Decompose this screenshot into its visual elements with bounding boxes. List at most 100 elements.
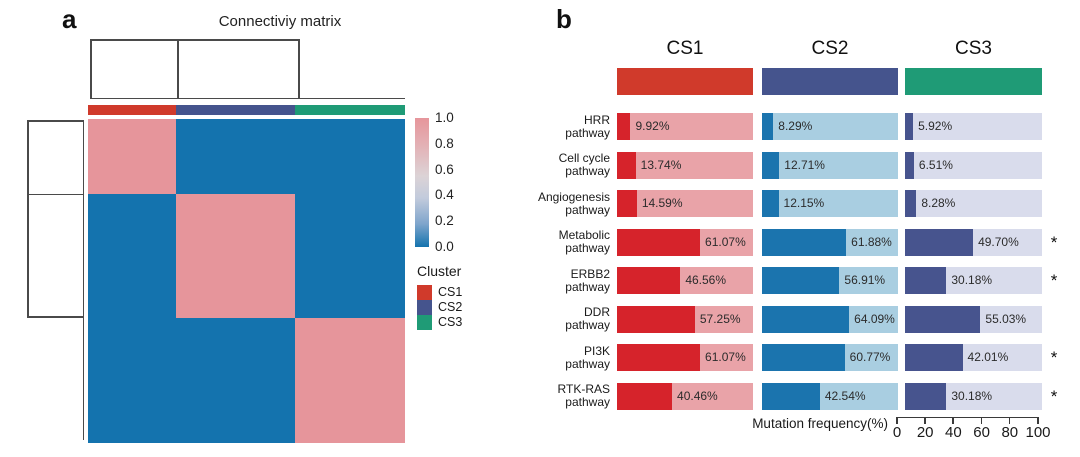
bar-track-cs1: 13.74% xyxy=(617,151,753,179)
bar-track-cs2: 60.77% xyxy=(762,344,898,371)
pathway-row: DDR pathway 57.25% 64.09% 55.03% xyxy=(0,305,1080,333)
percent-label: 60.77% xyxy=(849,350,891,364)
pathway-label: DDR pathway xyxy=(470,306,610,332)
percent-label: 61.07% xyxy=(705,234,746,249)
bar-track-cs2: 12.71% xyxy=(762,151,898,179)
bar-track-cs3: 55.03% xyxy=(905,305,1042,333)
x-axis-tick xyxy=(924,417,926,424)
bar-track-cs3: 30.18% xyxy=(905,267,1042,294)
pathway-row: Cell cycle pathway 13.74% 12.71% 6.51% xyxy=(0,151,1080,179)
colorbar-tick-label: 0.6 xyxy=(435,161,454,177)
bar-fill xyxy=(762,228,847,256)
pathway-label-line: Angiogenesis xyxy=(537,189,610,204)
pathway-label-line: HRR xyxy=(584,112,610,127)
legend-swatch xyxy=(417,300,432,315)
heatmap-cell xyxy=(294,317,405,443)
percent-label: 8.28% xyxy=(921,196,956,210)
annotation-segment-cs2 xyxy=(175,105,295,115)
pathway-label-line: pathway xyxy=(565,279,610,294)
legend-label: CS3 xyxy=(438,315,463,329)
colorbar-tick-label: 0.4 xyxy=(435,187,454,203)
x-axis-tick xyxy=(980,417,983,424)
pathway-row: Metabolic pathway 61.07% 61.88% 49.70% * xyxy=(0,228,1080,256)
bar-track-cs3: 8.28% xyxy=(905,190,1042,217)
bar-track-cs1: 46.56% xyxy=(617,267,753,294)
bar-track-cs1: 40.46% xyxy=(617,382,753,410)
percent-label: 13.74% xyxy=(640,157,682,172)
column-header-label: CS2 xyxy=(811,38,849,59)
dendrogram-line xyxy=(298,39,300,99)
dendrogram-line xyxy=(90,39,299,41)
percent-label: 55.03% xyxy=(985,311,1027,326)
legend-title: Cluster xyxy=(417,263,462,279)
legend-label: CS1 xyxy=(438,285,463,299)
colorbar-tick-label: 0.0 xyxy=(435,238,454,254)
panel-b-letter: b xyxy=(556,4,572,34)
colorbar-tick-label: 0.2 xyxy=(435,213,454,229)
percent-label: 56.91% xyxy=(844,273,886,287)
cluster-annotation-bar xyxy=(88,105,405,115)
bar-fill xyxy=(617,305,695,333)
colorbar-tick-label: 1.0 xyxy=(435,110,454,125)
legend-swatch xyxy=(417,285,432,300)
x-axis-tick-label: 80 xyxy=(1001,424,1019,441)
bar-track-cs3: 42.01% xyxy=(905,344,1042,371)
significance-asterisk: * xyxy=(1050,386,1058,406)
bar-fill xyxy=(617,151,636,179)
bar-fill xyxy=(905,382,947,410)
colorbar-gradient xyxy=(415,118,429,247)
percent-label: 42.01% xyxy=(967,350,1009,364)
bar-track-cs2: 42.54% xyxy=(762,382,898,410)
dendrogram-line xyxy=(82,120,84,440)
bar-fill xyxy=(905,190,917,217)
heatmap-cell xyxy=(88,194,176,318)
bar-fill xyxy=(905,151,914,179)
bar-fill xyxy=(762,344,845,371)
colorbar-tick-labels: 1.0 0.8 0.6 0.4 0.2 0.0 xyxy=(435,110,454,254)
dendrogram-line xyxy=(90,39,92,99)
bar-fill xyxy=(617,190,637,217)
percent-label: 49.70% xyxy=(978,234,1019,249)
column-header-bar xyxy=(617,68,753,95)
pathway-label-line: ERBB2 xyxy=(570,266,610,281)
percent-label: 8.29% xyxy=(778,119,813,133)
significance-asterisk: * xyxy=(1050,232,1058,252)
x-axis-tick-label: 20 xyxy=(916,424,934,441)
legend-item: CS1 xyxy=(417,285,462,300)
x-axis-tick-label: 100 xyxy=(1025,424,1051,441)
dendrogram-line xyxy=(27,316,83,318)
pathway-label-line: pathway xyxy=(565,241,610,255)
percent-label: 6.51% xyxy=(918,157,953,172)
legend-items: CS1 CS2 CS3 xyxy=(417,285,462,330)
heatmap-cell xyxy=(88,119,176,194)
x-axis-title: Mutation frequency(%) xyxy=(752,416,888,431)
legend-item: CS2 xyxy=(417,300,462,315)
significance-asterisk: * xyxy=(1050,348,1058,367)
x-axis-line xyxy=(896,417,1037,418)
x-axis-tick xyxy=(1008,417,1011,424)
bar-track-cs1: 57.25% xyxy=(617,305,753,333)
x-axis-tick-label: 60 xyxy=(973,424,990,441)
pathway-row: ERBB2 pathway 46.56% 56.91% 30.18% * xyxy=(0,267,1080,294)
pathway-row: PI3K pathway 61.07% 60.77% 42.01% * xyxy=(0,344,1080,371)
cluster-legend: Cluster CS1 CS2 CS3 xyxy=(417,263,462,330)
pathway-label-line: pathway xyxy=(565,356,610,371)
bar-fill xyxy=(617,344,701,371)
percent-label: 57.25% xyxy=(699,311,741,326)
dendrogram-line xyxy=(177,39,179,99)
pathway-row: HRR pathway 9.92% 8.29% 5.92% xyxy=(0,113,1080,140)
column-header-label: CS1 xyxy=(666,38,704,59)
x-axis-tick xyxy=(1037,417,1039,424)
bar-fill xyxy=(905,267,947,294)
pathway-label-line: RTK-RAS xyxy=(557,382,610,396)
bar-track-cs2: 64.09% xyxy=(762,305,898,333)
pathway-label-line: pathway xyxy=(565,164,610,178)
pathway-row: RTK-RAS pathway 40.46% 42.54% 30.18% * xyxy=(0,382,1080,410)
colorbar-tick-label: 0.8 xyxy=(435,135,454,151)
percent-label: 14.59% xyxy=(641,196,683,210)
bar-track-cs2: 12.15% xyxy=(762,190,898,217)
percent-label: 5.92% xyxy=(918,119,953,133)
bar-fill xyxy=(762,305,850,333)
pathway-label: RTK-RAS pathway xyxy=(470,383,610,409)
